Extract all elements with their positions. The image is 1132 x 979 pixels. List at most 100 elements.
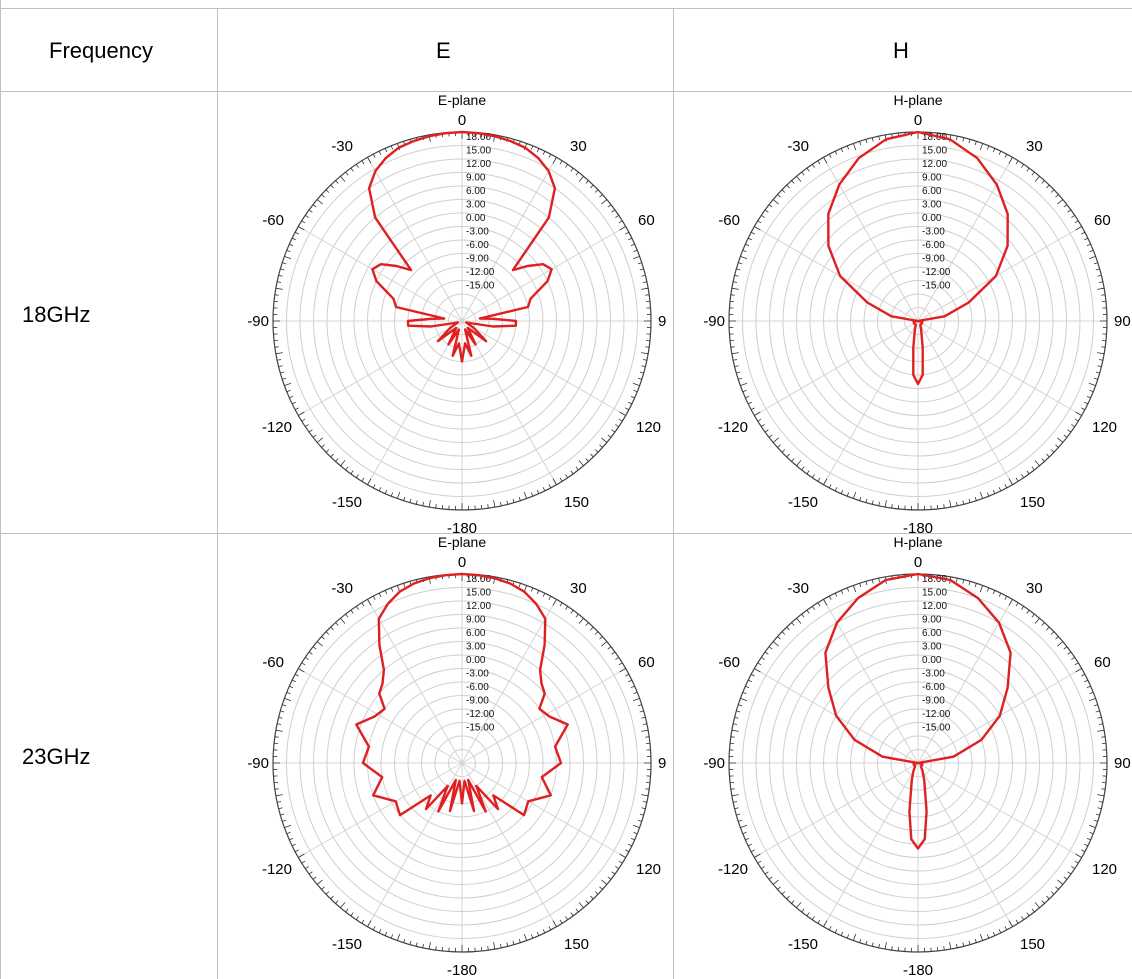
- angle-tick: [585, 180, 589, 184]
- angle-tick: [731, 729, 739, 732]
- angle-tick: [742, 389, 747, 393]
- angle-tick: [530, 934, 534, 939]
- angle-tick: [974, 496, 977, 501]
- angle-tick: [738, 377, 743, 380]
- angle-tick: [284, 824, 292, 829]
- angle-tick: [764, 429, 769, 433]
- angle-tick: [350, 912, 354, 917]
- radial-label: -9.00: [922, 696, 945, 707]
- angle-label: 30: [570, 580, 587, 597]
- angle-tick: [632, 255, 640, 260]
- radial-label: 18.00: [466, 132, 491, 143]
- angle-tick: [1008, 478, 1013, 485]
- angle-label: -180: [447, 520, 477, 533]
- angle-tick: [884, 942, 887, 950]
- angle-tick: [308, 651, 313, 655]
- angle-tick: [559, 602, 563, 607]
- angle-tick: [1031, 171, 1035, 176]
- angle-tick: [962, 500, 965, 505]
- angle-tick: [378, 592, 382, 597]
- angle-tick: [291, 679, 296, 683]
- angle-tick: [289, 395, 294, 399]
- angle-tick: [493, 942, 496, 950]
- angle-tick: [559, 160, 563, 165]
- angle-tick: [998, 487, 1002, 492]
- angle-tick: [817, 919, 821, 924]
- angle-tick: [956, 501, 958, 506]
- angle-tick: [750, 673, 755, 677]
- angle-tick: [796, 617, 802, 624]
- angle-tick: [750, 231, 755, 235]
- angle-tick: [280, 371, 285, 374]
- angle-tick: [1098, 359, 1103, 361]
- angle-tick: [590, 626, 594, 631]
- angle-label: -180: [903, 520, 933, 533]
- angle-tick: [578, 175, 584, 182]
- angle-label: -120: [718, 861, 748, 878]
- angle-tick: [611, 429, 616, 433]
- angle-tick: [615, 866, 619, 870]
- angle-tick: [736, 710, 741, 713]
- angle-tick: [823, 478, 828, 485]
- radial-label: 3.00: [466, 200, 486, 211]
- angle-tick: [530, 145, 534, 150]
- angle-tick: [1004, 153, 1008, 158]
- angle-tick: [1008, 157, 1013, 164]
- angle-tick: [639, 813, 644, 816]
- radial-label: 15.00: [922, 588, 947, 599]
- angle-tick: [630, 395, 635, 399]
- angle-tick: [301, 220, 306, 224]
- angle-tick: [852, 585, 857, 593]
- radial-label: -6.00: [922, 240, 945, 251]
- angle-tick: [1095, 710, 1100, 713]
- angle-tick: [559, 477, 563, 482]
- angle-tick: [291, 237, 296, 241]
- angle-tick: [308, 871, 313, 875]
- angle-tick: [742, 691, 747, 695]
- angle-tick: [291, 843, 296, 847]
- angle-tick: [731, 352, 739, 355]
- angle-tick: [422, 943, 424, 948]
- angle-tick: [506, 500, 509, 505]
- angle-tick: [1063, 434, 1068, 438]
- angle-tick: [594, 891, 599, 895]
- angle-tick: [286, 691, 291, 695]
- angle-tick: [316, 641, 323, 647]
- angle-label: 30: [570, 138, 587, 155]
- angle-tick: [512, 940, 515, 945]
- angle-tick: [611, 871, 616, 875]
- angle-tick: [734, 807, 739, 810]
- angle-tick: [777, 444, 781, 448]
- angle-tick: [639, 268, 644, 271]
- table-border-row: [0, 533, 1132, 534]
- angle-tick: [742, 831, 747, 835]
- angle-tick: [275, 287, 283, 290]
- angle-tick: [590, 184, 594, 189]
- radial-label: 18.00: [922, 132, 947, 143]
- angle-tick: [865, 498, 868, 503]
- angle-tick: [768, 876, 773, 880]
- angle-tick: [747, 679, 752, 683]
- angle-tick: [642, 281, 647, 283]
- angle-tick: [757, 662, 762, 666]
- angle-tick: [1074, 418, 1079, 422]
- angle-tick: [859, 141, 862, 146]
- angle-tick: [734, 365, 739, 368]
- angle-tick: [641, 794, 649, 797]
- angle-tick: [1057, 879, 1064, 885]
- angle-tick: [1097, 287, 1105, 290]
- angle-tick: [500, 943, 502, 948]
- angle-tick: [949, 942, 952, 950]
- angle-tick: [761, 866, 765, 870]
- angle-tick: [1101, 294, 1106, 296]
- angle-tick: [1034, 175, 1040, 182]
- angle-tick: [542, 487, 546, 492]
- angle-tick: [615, 214, 619, 218]
- angle-tick: [312, 646, 317, 650]
- angle-tick: [992, 148, 996, 153]
- angle-tick: [518, 583, 521, 588]
- angle-tick: [409, 940, 412, 945]
- angle-tick: [1055, 636, 1059, 640]
- angle-tick: [298, 411, 305, 416]
- angle-tick: [772, 641, 779, 647]
